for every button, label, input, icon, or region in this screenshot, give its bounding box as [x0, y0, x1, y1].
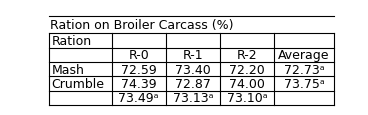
Text: 73.75ᵃ: 73.75ᵃ — [284, 77, 325, 90]
Text: R-0: R-0 — [128, 49, 149, 62]
Text: R-1: R-1 — [183, 49, 203, 62]
Text: 73.49ᵃ: 73.49ᵃ — [118, 91, 159, 104]
Text: 72.87: 72.87 — [175, 77, 211, 90]
Text: 74.39: 74.39 — [121, 77, 156, 90]
Text: 72.73ᵃ: 72.73ᵃ — [284, 63, 325, 76]
Text: R-2: R-2 — [237, 49, 257, 62]
Text: 73.10ᵃ: 73.10ᵃ — [227, 91, 268, 104]
Text: Ration: Ration — [52, 35, 92, 48]
Text: 72.59: 72.59 — [121, 63, 156, 76]
Text: Average: Average — [278, 49, 330, 62]
Text: Ration on Broiler Carcass (%): Ration on Broiler Carcass (%) — [50, 19, 234, 32]
Text: 73.13ᵃ: 73.13ᵃ — [173, 91, 213, 104]
Text: Crumble: Crumble — [52, 77, 105, 90]
Text: 73.40: 73.40 — [175, 63, 211, 76]
Text: Mash: Mash — [52, 63, 85, 76]
Text: 72.20: 72.20 — [229, 63, 265, 76]
Text: 74.00: 74.00 — [229, 77, 265, 90]
